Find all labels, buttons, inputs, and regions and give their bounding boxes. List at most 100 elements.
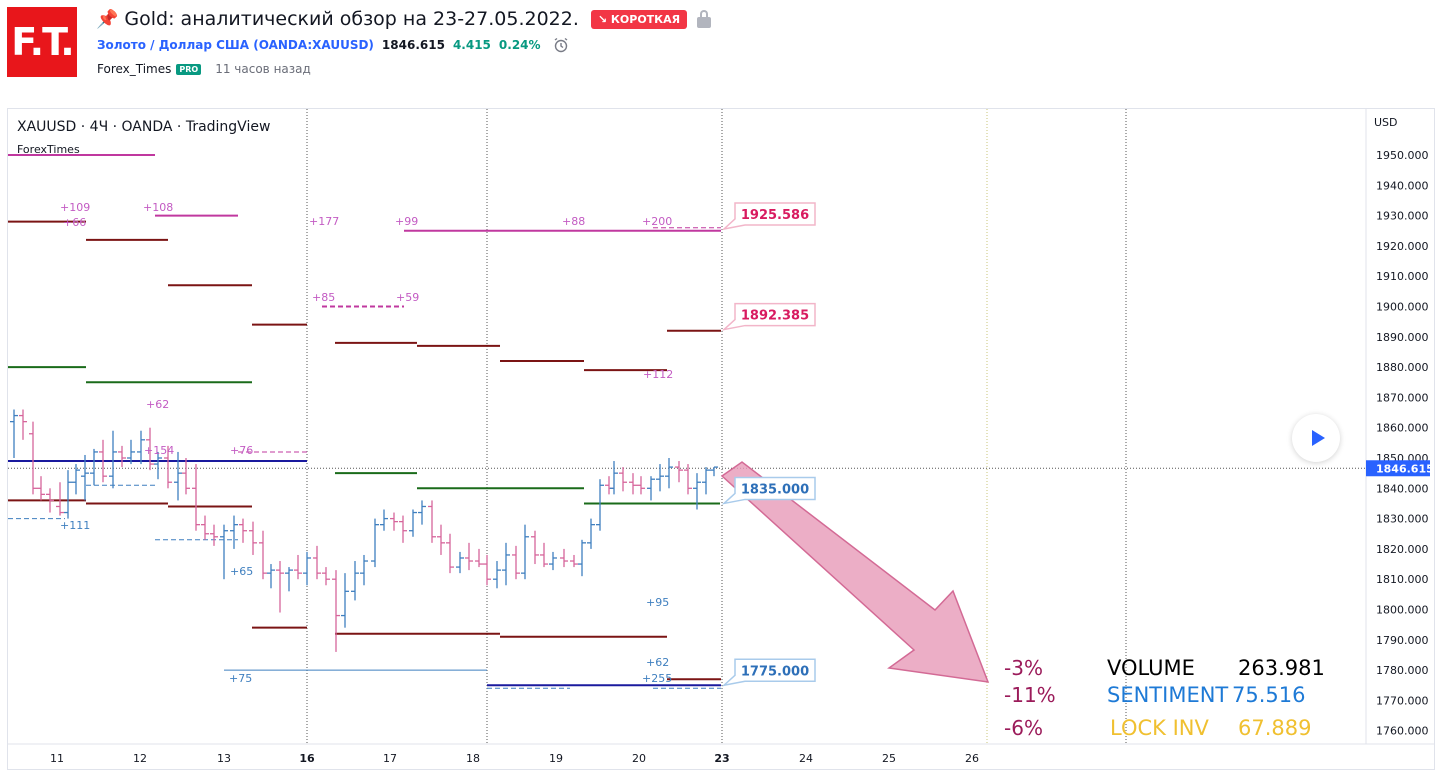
level-annotation: +99 bbox=[395, 215, 418, 228]
stat-name: VOLUME bbox=[1107, 656, 1195, 680]
level-annotation: +88 bbox=[562, 215, 585, 228]
candle bbox=[99, 439, 107, 483]
candle bbox=[154, 451, 162, 480]
x-tick-label: 11 bbox=[50, 752, 64, 765]
x-tick-label: 23 bbox=[714, 752, 729, 765]
y-tick-label: 1940.000 bbox=[1376, 179, 1429, 192]
symbol-link[interactable]: Золото / Доллар США (OANDA:XAUUSD) bbox=[97, 38, 374, 52]
candle bbox=[637, 476, 645, 495]
candle bbox=[192, 464, 200, 531]
y-tick-label: 1780.000 bbox=[1376, 664, 1429, 677]
x-tick-label: 16 bbox=[299, 752, 315, 765]
candle bbox=[351, 561, 359, 601]
x-tick-label: 26 bbox=[965, 752, 979, 765]
candle bbox=[437, 524, 445, 555]
chart-legend-title: XAUUSD · 4Ч · OANDA · TradingView bbox=[17, 119, 270, 135]
y-tick-label: 1920.000 bbox=[1376, 240, 1429, 253]
stat-name: LOCK INV bbox=[1110, 716, 1209, 740]
y-tick-label: 1840.000 bbox=[1376, 482, 1429, 495]
candle bbox=[710, 466, 718, 477]
candle bbox=[390, 512, 398, 531]
stat-name: SENTIMENT bbox=[1107, 683, 1228, 707]
y-tick-label: 1830.000 bbox=[1376, 513, 1429, 526]
currency-label: USD bbox=[1374, 116, 1398, 129]
candle bbox=[629, 473, 637, 495]
candle bbox=[332, 570, 340, 652]
level-annotation: +108 bbox=[143, 201, 173, 214]
candle bbox=[174, 451, 182, 501]
level-annotation: +75 bbox=[229, 672, 252, 685]
candle bbox=[693, 473, 701, 510]
candle bbox=[675, 461, 683, 483]
pin-icon: 📌 bbox=[96, 8, 119, 30]
symbol-row: Золото / Доллар США (OANDA:XAUUSD) 1846.… bbox=[97, 37, 569, 53]
alert-clock-icon[interactable] bbox=[553, 37, 569, 53]
y-tick-label: 1810.000 bbox=[1376, 573, 1429, 586]
callout-label: 1925.586 bbox=[741, 208, 809, 223]
candle bbox=[267, 564, 275, 589]
y-tick-label: 1860.000 bbox=[1376, 422, 1429, 435]
candle bbox=[587, 518, 595, 549]
last-price-tag bbox=[1366, 460, 1430, 477]
candle bbox=[118, 445, 126, 468]
y-tick-label: 1890.000 bbox=[1376, 331, 1429, 344]
candle bbox=[418, 500, 426, 525]
idea-title: Gold: аналитический обзор на 23-27.05.20… bbox=[124, 8, 579, 30]
callout-label: 1892.385 bbox=[741, 309, 809, 324]
callout-box bbox=[721, 476, 816, 505]
candle bbox=[371, 518, 379, 568]
candle bbox=[380, 509, 388, 531]
callout-label: 1775.000 bbox=[741, 664, 809, 679]
candle bbox=[493, 561, 501, 589]
candle bbox=[239, 518, 247, 543]
candle bbox=[360, 554, 368, 586]
candle bbox=[446, 533, 454, 574]
play-button[interactable] bbox=[1292, 414, 1340, 462]
author-logo[interactable]: F.T. bbox=[7, 7, 77, 77]
stat-value: 263.981 bbox=[1238, 656, 1325, 680]
chart-frame bbox=[7, 108, 1435, 770]
y-tick-label: 1880.000 bbox=[1376, 361, 1429, 374]
candle bbox=[90, 448, 98, 486]
play-icon bbox=[1312, 430, 1325, 446]
level-annotation: +59 bbox=[396, 291, 419, 304]
y-tick-label: 1770.000 bbox=[1376, 694, 1429, 707]
candle bbox=[409, 509, 417, 537]
candle bbox=[549, 551, 557, 571]
candle bbox=[619, 467, 627, 492]
candle bbox=[610, 461, 618, 495]
candle bbox=[313, 545, 321, 580]
candle bbox=[127, 439, 135, 465]
author-name[interactable]: Forex_Times bbox=[97, 62, 172, 76]
x-tick-label: 13 bbox=[217, 752, 231, 765]
stat-percent: -3% bbox=[1004, 656, 1043, 680]
candle bbox=[456, 551, 464, 574]
publish-time: 11 часов назад bbox=[215, 62, 311, 76]
candle bbox=[29, 421, 37, 495]
candle bbox=[596, 479, 604, 531]
symbol-change: 4.415 bbox=[452, 38, 491, 52]
candle bbox=[210, 524, 218, 546]
price-callout: 1925.586 bbox=[721, 202, 816, 231]
lock-icon bbox=[697, 10, 712, 28]
symbol-change-pct: 0.24% bbox=[498, 38, 541, 52]
candle bbox=[220, 524, 228, 580]
pro-badge: PRO bbox=[176, 63, 202, 75]
callout-label: 1835.000 bbox=[741, 482, 809, 497]
x-tick-label: 25 bbox=[882, 752, 896, 765]
level-annotation: +109 bbox=[60, 201, 90, 214]
candle bbox=[428, 500, 436, 543]
candle bbox=[10, 409, 18, 458]
candle bbox=[72, 464, 80, 495]
candle bbox=[560, 548, 568, 568]
y-tick-label: 1870.000 bbox=[1376, 391, 1429, 404]
level-annotation: +255 bbox=[642, 672, 672, 685]
level-annotation: +62 bbox=[146, 398, 169, 411]
candle bbox=[285, 567, 293, 592]
candle bbox=[502, 542, 510, 586]
level-annotation: +112 bbox=[643, 368, 673, 381]
y-tick-label: 1790.000 bbox=[1376, 634, 1429, 647]
level-annotation: +76 bbox=[230, 444, 253, 457]
candle bbox=[531, 530, 539, 565]
